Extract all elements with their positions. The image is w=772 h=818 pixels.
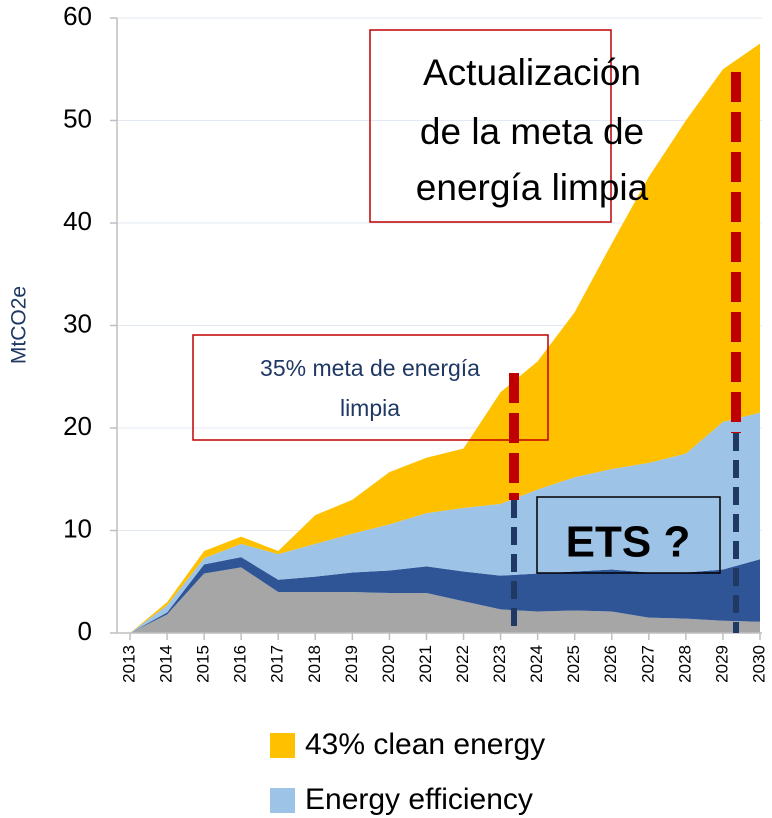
area bbox=[130, 412, 760, 633]
x-tick-label: 2028 bbox=[675, 645, 694, 683]
target-box bbox=[192, 334, 549, 441]
y-tick-label: 10 bbox=[63, 513, 92, 543]
x-tick-label: 2021 bbox=[416, 645, 435, 683]
update-text: de la meta de bbox=[420, 111, 644, 152]
x-tick-label: 2025 bbox=[564, 645, 583, 683]
x-tick-label: 2019 bbox=[342, 645, 361, 683]
update-box bbox=[369, 29, 612, 223]
x-tick-label: 2022 bbox=[453, 645, 472, 683]
y-tick-label: 60 bbox=[63, 1, 92, 31]
x-tick-label: 2030 bbox=[749, 645, 768, 683]
target-text: 35% meta de energía bbox=[260, 355, 480, 381]
y-tick-label: 50 bbox=[63, 103, 92, 133]
x-tick-label: 2024 bbox=[527, 645, 546, 683]
y-tick-label: 20 bbox=[63, 411, 92, 441]
x-tick-label: 2023 bbox=[490, 645, 509, 683]
legend-label: Energy efficiency bbox=[305, 783, 533, 816]
x-tick-label: 2014 bbox=[157, 645, 176, 683]
grid bbox=[117, 17, 762, 634]
update-text: Actualización bbox=[423, 52, 641, 93]
update-text: energía limpia bbox=[416, 167, 649, 208]
legend: 43% clean energy Energy efficiency bbox=[270, 728, 545, 816]
y-axis-label: MtCO2e bbox=[8, 286, 31, 364]
y-tick-label: 0 bbox=[78, 616, 92, 646]
area bbox=[130, 557, 760, 633]
legend-swatch bbox=[270, 788, 295, 813]
legend-swatch bbox=[270, 733, 295, 758]
x-tick-label: 2017 bbox=[268, 645, 287, 683]
areas bbox=[130, 43, 760, 633]
x-tick-label: 2016 bbox=[231, 645, 250, 683]
y-tick-label: 30 bbox=[63, 308, 92, 338]
x-tick-label: 2020 bbox=[379, 645, 398, 683]
ets-box bbox=[536, 496, 721, 574]
ets-text: ETS ? bbox=[566, 518, 691, 567]
area bbox=[130, 567, 760, 633]
target-text: limpia bbox=[340, 395, 400, 421]
y-tick-label: 40 bbox=[63, 206, 92, 236]
legend-label: 43% clean energy bbox=[305, 728, 545, 761]
x-tick-label: 2026 bbox=[601, 645, 620, 683]
x-tick-label: 2027 bbox=[638, 645, 657, 683]
x-tick-label: 2018 bbox=[305, 645, 324, 683]
area bbox=[130, 43, 760, 633]
x-tick-label: 2015 bbox=[194, 645, 213, 683]
x-tick-label: 2013 bbox=[119, 645, 138, 683]
x-tick-label: 2029 bbox=[712, 645, 731, 683]
